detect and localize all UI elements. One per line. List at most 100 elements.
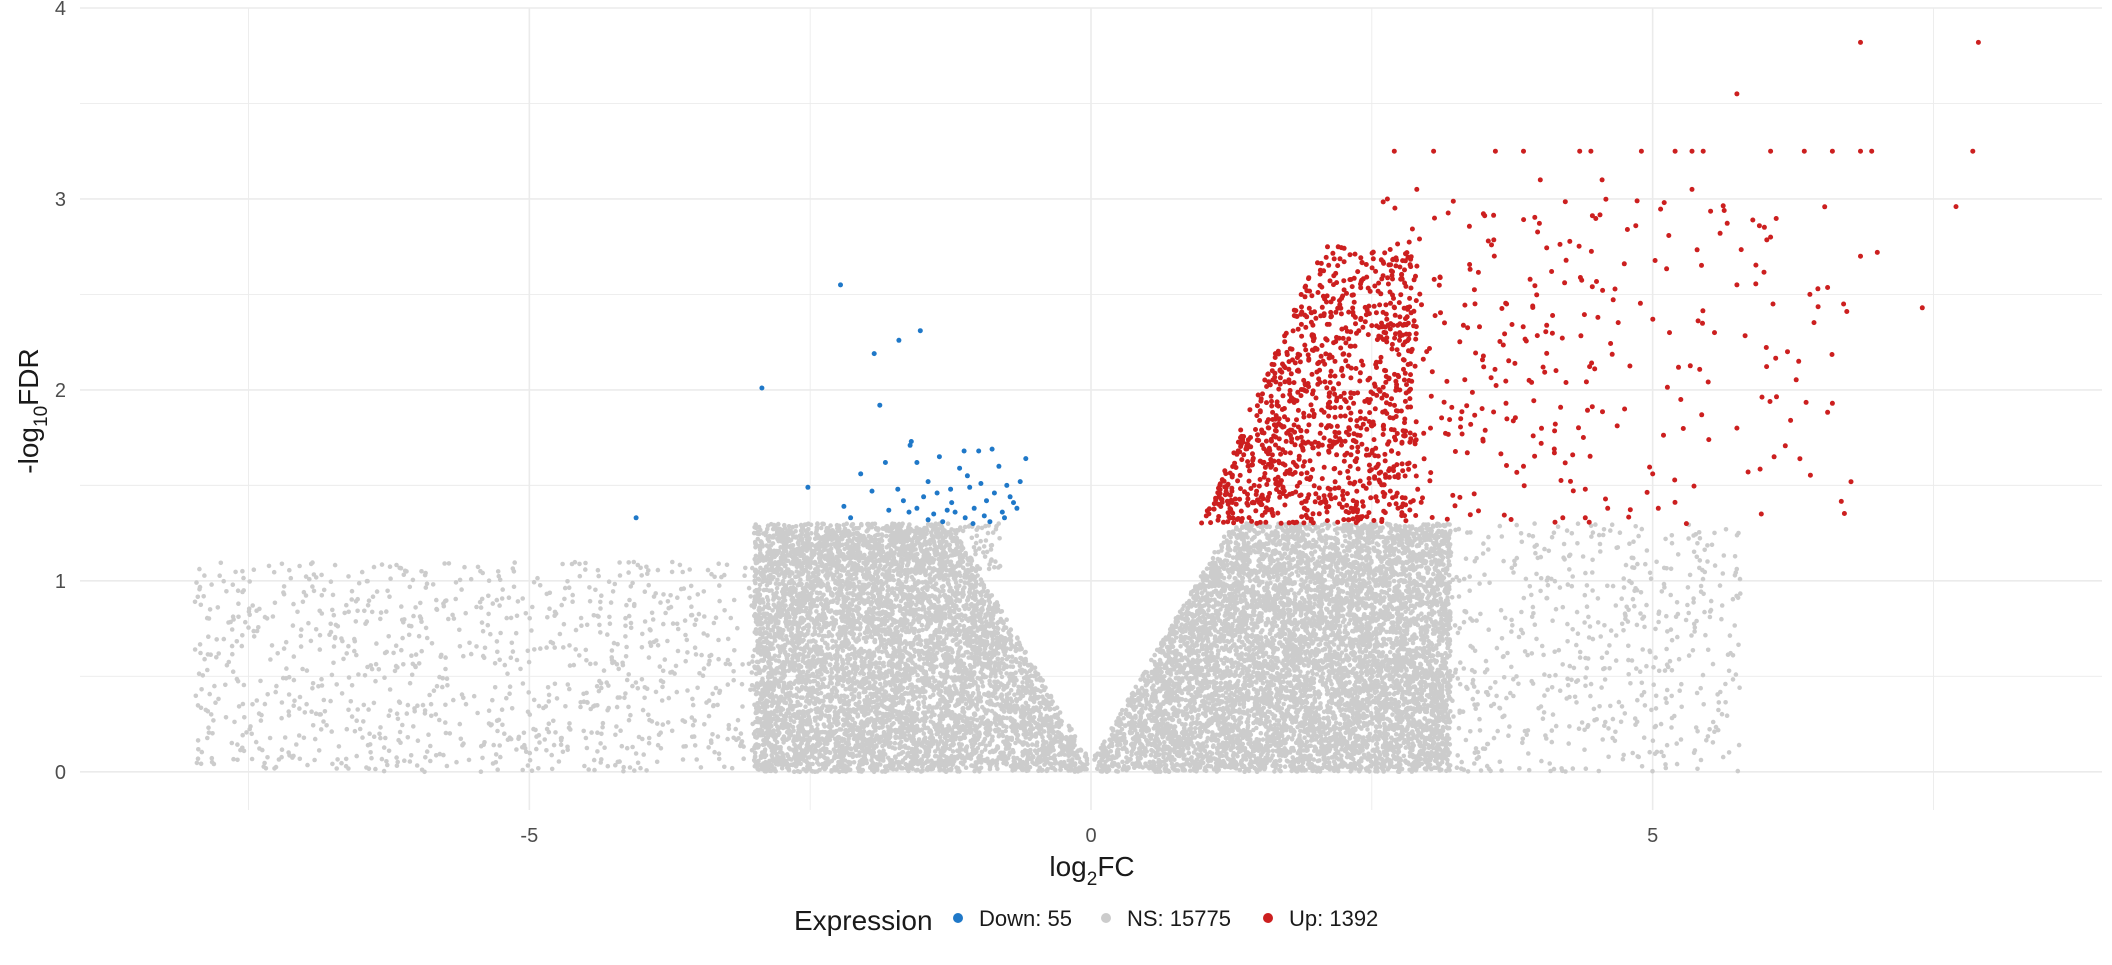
- point-ns: [1364, 669, 1369, 674]
- point-ns: [1189, 693, 1194, 698]
- point-ns: [1290, 571, 1295, 576]
- point-ns: [1242, 702, 1247, 707]
- point-ns: [1313, 699, 1318, 704]
- point-ns: [1283, 764, 1288, 769]
- point-ns: [1167, 769, 1172, 774]
- point-ns: [1361, 735, 1366, 740]
- point-ns: [1409, 665, 1414, 670]
- point-ns: [1228, 535, 1233, 540]
- point-ns: [1434, 660, 1439, 665]
- point-ns: [1184, 717, 1189, 722]
- point-ns: [1329, 614, 1334, 619]
- point-ns: [1311, 671, 1316, 676]
- point-ns: [1405, 724, 1410, 729]
- point-ns: [1430, 612, 1435, 617]
- point-ns: [1275, 558, 1280, 563]
- point-ns: [1325, 635, 1330, 640]
- point-ns: [1324, 738, 1329, 743]
- point-ns: [1328, 727, 1333, 732]
- point-ns: [1147, 760, 1152, 765]
- point-ns: [1277, 700, 1282, 705]
- point-ns: [1193, 747, 1198, 752]
- point-ns: [1320, 559, 1325, 564]
- point-ns: [1202, 603, 1207, 608]
- point-ns: [1425, 596, 1430, 601]
- point-ns: [1348, 535, 1353, 540]
- point-ns: [1270, 636, 1275, 641]
- point-ns: [1342, 702, 1347, 707]
- point-ns: [1131, 691, 1136, 696]
- point-ns: [1332, 642, 1337, 647]
- point-ns: [1166, 652, 1171, 657]
- point-ns: [1345, 548, 1350, 553]
- point-ns: [1383, 553, 1388, 558]
- point-ns: [1193, 726, 1198, 731]
- point-ns: [1305, 589, 1310, 594]
- point-ns: [1188, 676, 1193, 681]
- point-ns: [1143, 753, 1148, 758]
- point-ns: [1438, 596, 1443, 601]
- point-ns: [1246, 725, 1251, 730]
- point-ns: [1401, 562, 1406, 567]
- point-ns: [1335, 674, 1340, 679]
- point-ns: [1144, 738, 1149, 743]
- point-ns: [1186, 746, 1191, 751]
- point-ns: [1328, 646, 1333, 651]
- point-ns: [1346, 563, 1351, 568]
- point-ns: [1226, 570, 1231, 575]
- point-ns: [1250, 617, 1255, 622]
- point-ns: [1196, 654, 1201, 659]
- point-ns: [1149, 658, 1154, 663]
- point-ns: [1219, 548, 1224, 553]
- point-ns: [1446, 555, 1451, 560]
- point-ns: [1349, 646, 1354, 651]
- point-ns: [1325, 607, 1330, 612]
- point-ns: [1333, 626, 1338, 631]
- point-ns: [1328, 679, 1333, 684]
- point-ns: [1195, 643, 1200, 648]
- point-ns: [1290, 533, 1295, 538]
- point-ns: [1361, 683, 1366, 688]
- point-ns: [1147, 766, 1152, 771]
- point-ns: [1408, 576, 1413, 581]
- point-ns: [1252, 753, 1257, 758]
- point-ns: [1152, 653, 1157, 658]
- point-ns: [1126, 765, 1131, 770]
- point-ns: [1269, 723, 1274, 728]
- point-ns: [1177, 703, 1182, 708]
- point-ns: [1447, 542, 1452, 547]
- point-ns: [1188, 768, 1193, 773]
- point-ns: [1274, 687, 1279, 692]
- point-ns: [1291, 557, 1296, 562]
- point-ns: [1162, 740, 1167, 745]
- point-ns: [1232, 674, 1237, 679]
- point-ns: [1356, 546, 1361, 551]
- point-ns: [1289, 528, 1294, 533]
- point-ns: [1391, 607, 1396, 612]
- point-ns: [1184, 623, 1189, 628]
- point-ns: [1340, 567, 1345, 572]
- point-ns: [1212, 672, 1217, 677]
- point-ns: [1294, 697, 1299, 702]
- point-ns: [1368, 625, 1373, 630]
- point-ns: [1446, 726, 1451, 731]
- point-ns: [1160, 649, 1165, 654]
- point-ns: [1212, 627, 1217, 632]
- point-ns: [1193, 730, 1198, 735]
- point-ns: [1282, 542, 1287, 547]
- point-ns: [1371, 610, 1376, 615]
- point-ns: [1278, 609, 1283, 614]
- point-ns: [1285, 547, 1290, 552]
- point-ns: [1139, 733, 1144, 738]
- point-ns: [1400, 694, 1405, 699]
- point-ns: [1368, 677, 1373, 682]
- data-points: [193, 40, 1981, 774]
- point-ns: [1357, 649, 1362, 654]
- point-ns: [1239, 663, 1244, 668]
- point-ns: [1365, 745, 1370, 750]
- point-ns: [1210, 733, 1215, 738]
- point-ns: [1173, 652, 1178, 657]
- point-ns: [1397, 556, 1402, 561]
